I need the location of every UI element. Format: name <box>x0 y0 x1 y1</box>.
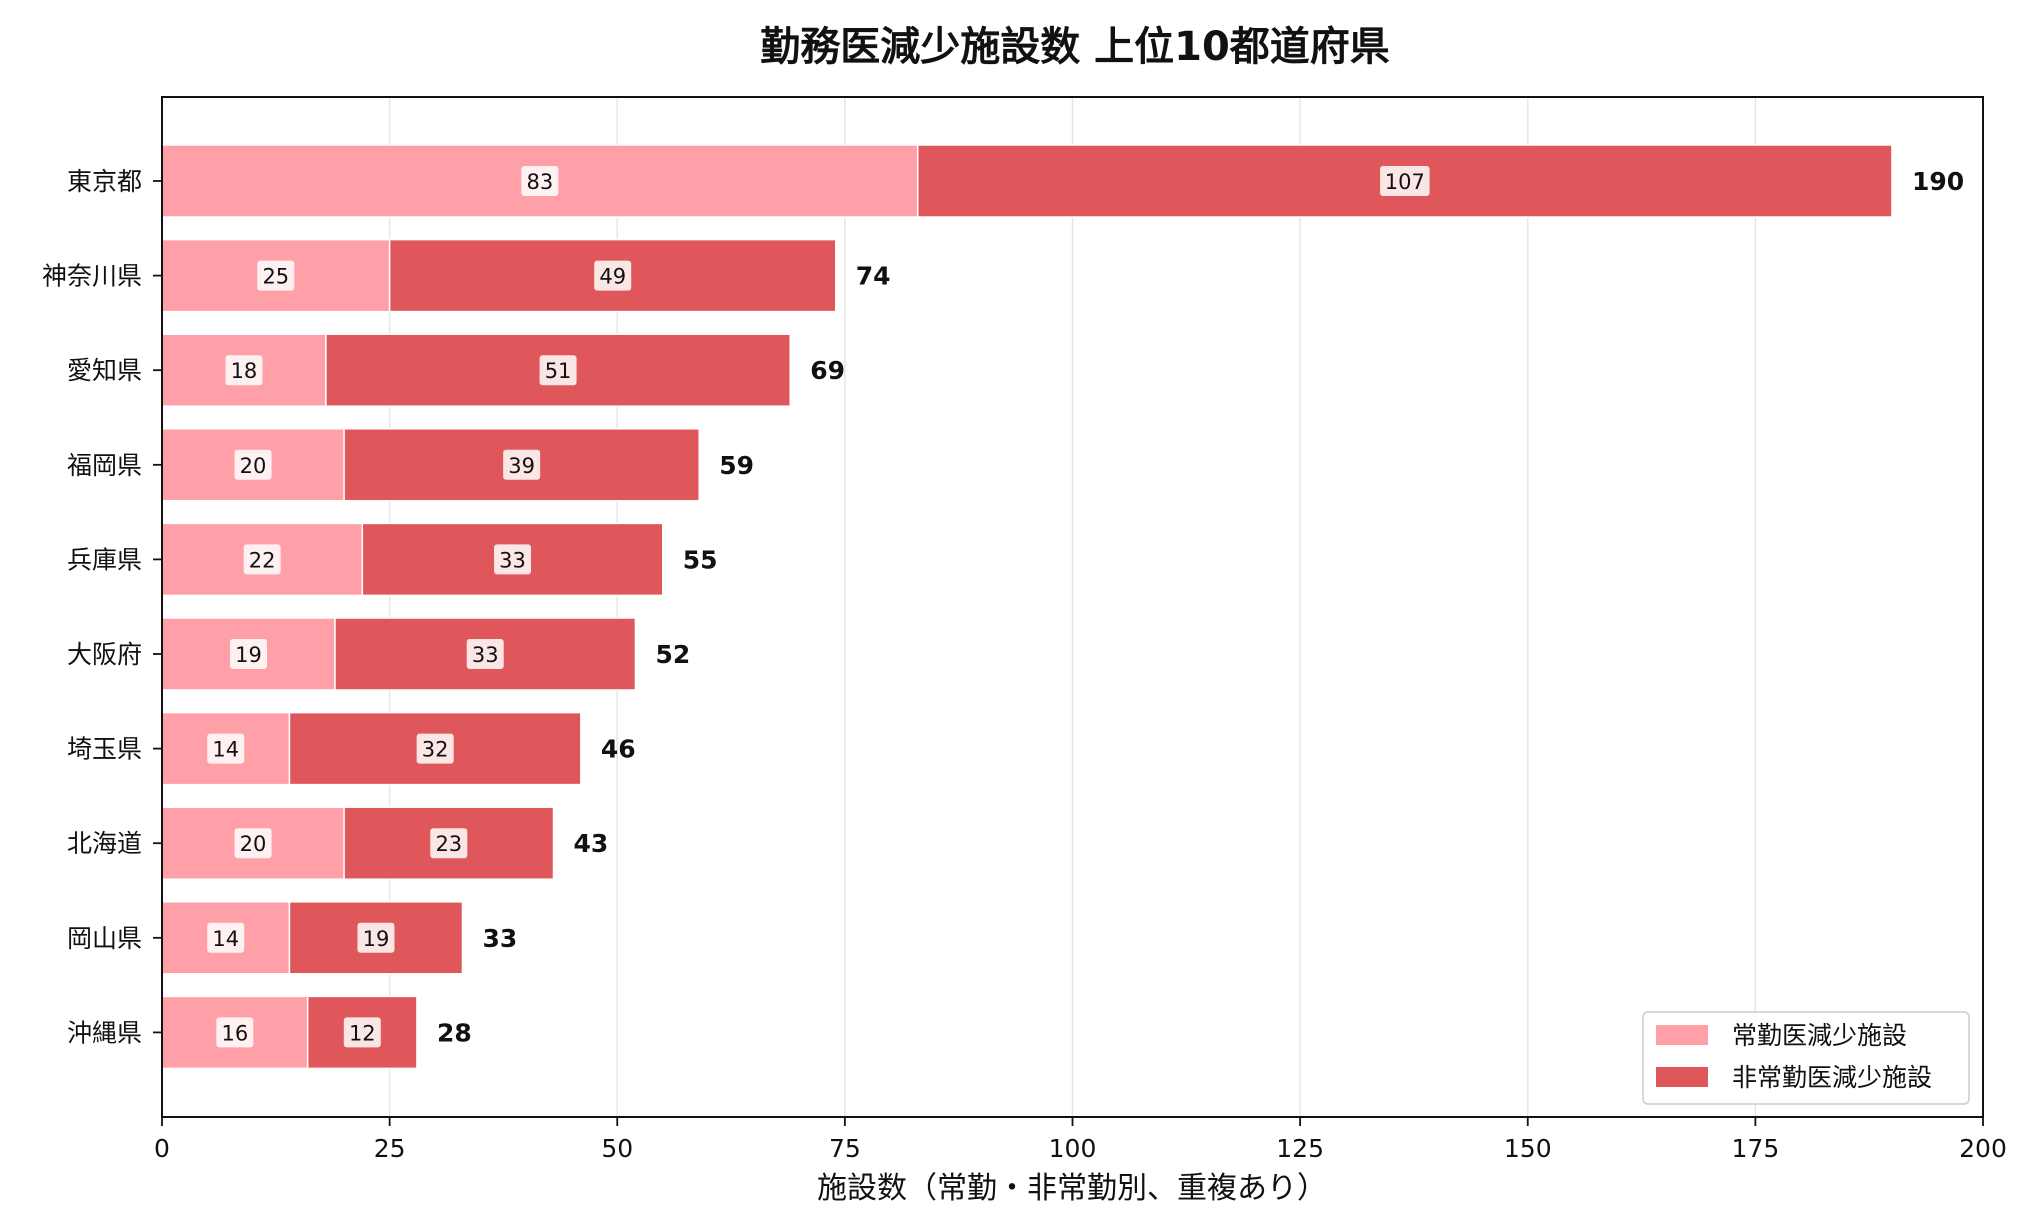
segment-label-box <box>357 922 395 953</box>
y-tick-label: 愛知県 <box>67 356 142 385</box>
x-tick-label: 0 <box>154 1134 170 1163</box>
segment-label-box <box>207 733 245 764</box>
x-tick-label: 25 <box>374 1134 406 1163</box>
x-axis-label: 施設数（常勤・非常勤別、重複あり） <box>817 1171 1327 1206</box>
legend: 常勤医減少施設 非常勤医減少施設 <box>1642 1011 1970 1105</box>
segment-label-box <box>216 1017 254 1048</box>
segment-value-label: 25 <box>262 265 289 289</box>
segment-value-label: 12 <box>349 1021 376 1045</box>
segment-value-label: 39 <box>508 454 535 478</box>
segment-label-box <box>343 1017 381 1048</box>
segment-label-box <box>430 828 468 859</box>
x-tick-label: 200 <box>1959 1134 2007 1163</box>
segment-label-box <box>594 260 632 291</box>
segment-value-label: 51 <box>545 359 572 383</box>
segment-value-label: 33 <box>472 643 499 667</box>
segment-label-box <box>225 355 263 386</box>
bar-total-label: 52 <box>655 640 690 669</box>
axis-layer: 0 25 50 75 100 125 150 175 200 東京都神奈川県愛知県福岡県兵庫県大阪… <box>42 167 2007 1163</box>
segment-value-label: 22 <box>249 548 276 572</box>
segment-value-label: 23 <box>435 832 462 856</box>
bar-total-label: 46 <box>601 735 636 764</box>
segment-label-box <box>521 166 559 196</box>
segment-value-label: 107 <box>1385 170 1425 194</box>
y-tick-label: 大阪府 <box>67 640 142 669</box>
bar-total-label: 43 <box>574 829 609 858</box>
y-tick-label: 兵庫県 <box>67 545 142 574</box>
x-tick-label: 100 <box>1049 1134 1097 1163</box>
segment-label-box <box>234 828 272 859</box>
y-tick-label: 沖縄県 <box>67 1018 142 1047</box>
segment-label-box <box>229 639 267 669</box>
segment-value-label: 19 <box>363 927 390 951</box>
legend-swatch-0 <box>1656 1025 1708 1045</box>
y-tick-label: 東京都 <box>67 167 142 196</box>
segment-label-box <box>416 733 454 764</box>
segment-value-label: 49 <box>599 265 626 289</box>
bars-layer <box>161 144 1893 1070</box>
bar-total-label: 33 <box>482 924 517 953</box>
bar-total-label: 190 <box>1912 167 1964 196</box>
segment-label-box <box>539 355 577 386</box>
labels-layer: 83 107 190 25 49 74 18 51 69 20 39 59 22 33 55 19 33 52 14… <box>207 166 1964 1048</box>
y-tick-label: 埼玉県 <box>67 735 142 764</box>
segment-label-box <box>503 449 541 480</box>
segment-label-box <box>234 449 272 480</box>
segment-value-label: 18 <box>231 359 258 383</box>
bar-total-label: 55 <box>683 545 718 574</box>
x-tick-label: 75 <box>829 1134 861 1163</box>
legend-label-0: 常勤医減少施設 <box>1732 1021 1907 1050</box>
x-tick-label: 150 <box>1504 1134 1552 1163</box>
segment-label-box <box>243 544 281 575</box>
x-tick-label: 50 <box>601 1134 633 1163</box>
segment-label-box <box>1380 166 1430 196</box>
bar-total-label: 69 <box>810 356 845 385</box>
segment-value-label: 14 <box>212 927 239 951</box>
segment-value-label: 20 <box>240 832 267 856</box>
segment-value-label: 19 <box>235 643 262 667</box>
y-tick-label: 北海道 <box>67 829 142 858</box>
segment-label-box <box>257 260 295 291</box>
segment-value-label: 33 <box>499 548 526 572</box>
segment-value-label: 32 <box>422 738 449 762</box>
bar-total-label: 28 <box>437 1018 472 1047</box>
legend-swatch-1 <box>1656 1067 1708 1087</box>
segment-value-label: 16 <box>221 1021 248 1045</box>
y-tick-label: 神奈川県 <box>42 262 142 291</box>
bar-total-label: 59 <box>719 451 754 480</box>
segment-label-box <box>494 544 532 575</box>
y-tick-label: 岡山県 <box>67 924 142 953</box>
chart-title: 勤務医減少施設数 上位10都道府県 <box>760 24 1390 70</box>
x-tick-label: 175 <box>1732 1134 1780 1163</box>
segment-label-box <box>207 922 245 953</box>
y-tick-label: 福岡県 <box>67 451 142 480</box>
segment-value-label: 83 <box>526 170 553 194</box>
legend-frame <box>1642 1011 1970 1105</box>
x-tick-label: 125 <box>1276 1134 1324 1163</box>
legend-label-1: 非常勤医減少施設 <box>1732 1063 1932 1092</box>
segment-value-label: 20 <box>240 454 267 478</box>
bar-total-label: 74 <box>856 262 891 291</box>
segment-label-box <box>466 639 504 669</box>
segment-value-label: 14 <box>212 738 239 762</box>
